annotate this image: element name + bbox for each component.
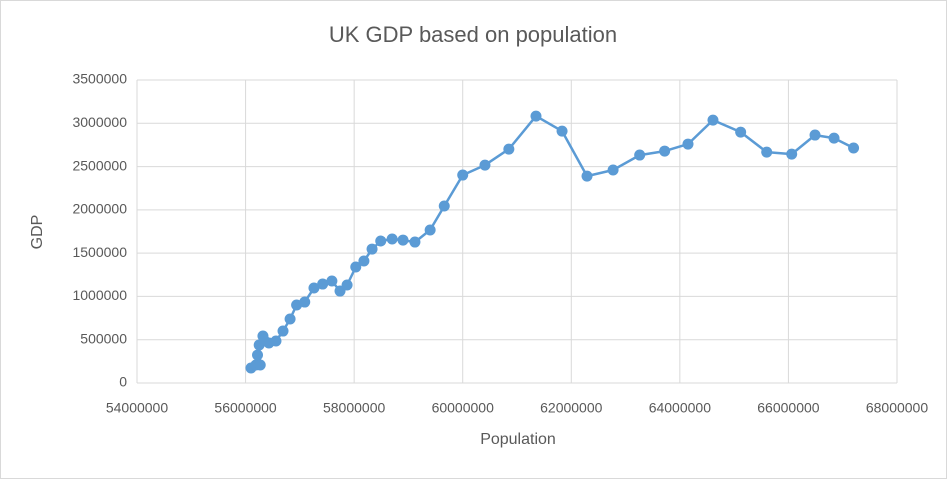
x-tick-label: 54000000 bbox=[106, 400, 169, 416]
y-tick-label: 500000 bbox=[80, 330, 127, 346]
data-point bbox=[397, 234, 409, 246]
data-point bbox=[786, 148, 798, 160]
data-point bbox=[556, 125, 568, 137]
data-point bbox=[438, 200, 450, 212]
data-point bbox=[707, 114, 719, 126]
data-point bbox=[634, 149, 646, 161]
data-point bbox=[659, 145, 671, 157]
data-point bbox=[828, 132, 840, 144]
data-point bbox=[252, 349, 264, 361]
data-point bbox=[341, 279, 353, 291]
data-point bbox=[277, 325, 289, 337]
y-tick-label: 2500000 bbox=[72, 157, 127, 173]
data-point bbox=[386, 233, 398, 245]
data-point bbox=[503, 143, 515, 155]
y-tick-label: 1000000 bbox=[72, 287, 127, 303]
data-point bbox=[682, 138, 694, 150]
x-tick-label: 60000000 bbox=[432, 400, 495, 416]
data-point bbox=[326, 275, 338, 287]
data-point bbox=[254, 359, 266, 371]
data-point bbox=[848, 142, 860, 154]
y-axis-title: GDP bbox=[29, 215, 46, 250]
data-point bbox=[350, 261, 362, 273]
chart-title: UK GDP based on population bbox=[329, 22, 617, 47]
y-tick-label: 0 bbox=[119, 374, 127, 390]
x-tick-label: 64000000 bbox=[649, 400, 712, 416]
x-axis-title: Population bbox=[480, 431, 556, 448]
data-point bbox=[581, 170, 593, 182]
data-point bbox=[317, 278, 329, 290]
data-point bbox=[735, 126, 747, 138]
data-point bbox=[809, 129, 821, 141]
data-point bbox=[308, 282, 320, 294]
data-point bbox=[424, 224, 436, 236]
data-point bbox=[375, 235, 387, 247]
data-point bbox=[284, 313, 296, 325]
y-tick-label: 2000000 bbox=[72, 201, 127, 217]
data-point bbox=[299, 296, 311, 308]
y-tick-label: 3500000 bbox=[72, 71, 127, 87]
y-tick-label: 3000000 bbox=[72, 114, 127, 130]
data-point bbox=[270, 335, 282, 347]
x-tick-label: 68000000 bbox=[866, 400, 929, 416]
x-tick-label: 56000000 bbox=[214, 400, 277, 416]
data-point bbox=[358, 255, 370, 267]
data-point bbox=[530, 110, 542, 122]
data-point bbox=[607, 164, 619, 176]
y-tick-label: 1500000 bbox=[72, 244, 127, 260]
data-point bbox=[761, 146, 773, 158]
data-point bbox=[457, 169, 469, 181]
x-tick-label: 58000000 bbox=[323, 400, 386, 416]
data-point bbox=[479, 159, 491, 171]
x-tick-label: 66000000 bbox=[757, 400, 820, 416]
x-tick-label: 62000000 bbox=[540, 400, 603, 416]
data-point bbox=[366, 243, 378, 255]
data-point bbox=[409, 236, 421, 248]
